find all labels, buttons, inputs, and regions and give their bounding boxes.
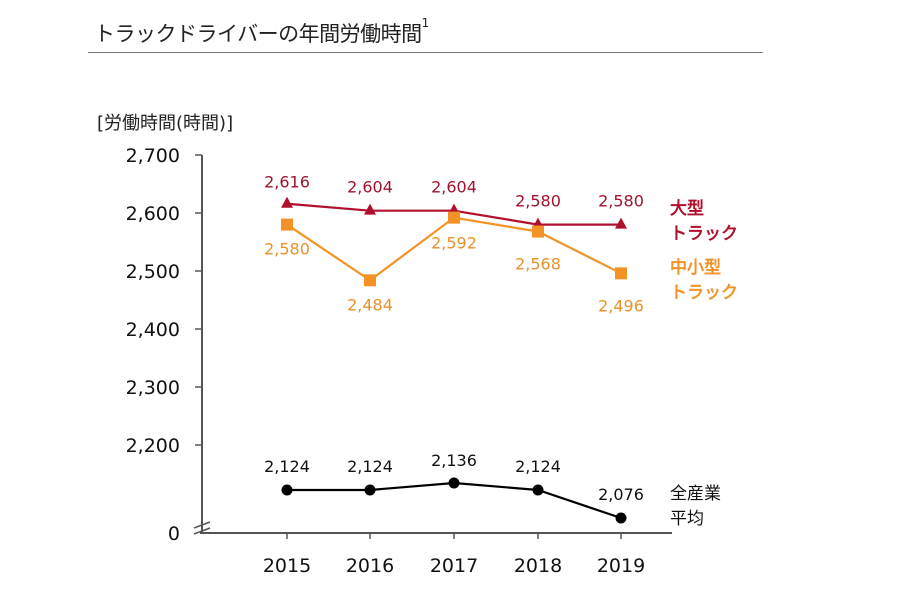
legend-label: トラック (670, 283, 738, 303)
data-label: 2,616 (264, 173, 310, 192)
data-point-square (448, 211, 460, 224)
series-layer: 2,616 2,604 2,604 2,580 2,580 2,580 2,484 2,592… (264, 173, 644, 524)
x-tick-label: 2018 (514, 555, 562, 577)
data-label: 2,124 (264, 457, 310, 476)
data-point-circle (448, 477, 460, 489)
data-label: 2,136 (431, 451, 477, 470)
legend-label: 中小型 (670, 257, 721, 278)
legend-label: 大型 (670, 198, 704, 219)
y-axis-unit-label: [労働時間(時間)] (97, 113, 233, 134)
data-label: 2,124 (347, 457, 393, 476)
y-tick-label: 2,600 (126, 203, 180, 225)
data-label: 2,124 (515, 457, 561, 476)
y-tick-label: 2,700 (126, 145, 180, 167)
data-point-square (615, 267, 627, 280)
data-point-square (364, 274, 376, 287)
data-point-circle (532, 484, 544, 496)
y-tick-label: 2,200 (126, 435, 180, 457)
series-small-truck: 2,580 2,484 2,592 2,568 2,496 (264, 211, 644, 315)
data-label: 2,580 (264, 240, 310, 259)
data-label: 2,496 (598, 296, 644, 315)
data-label: 2,604 (431, 178, 477, 197)
data-label: 2,604 (347, 178, 393, 197)
data-label: 2,484 (347, 295, 393, 314)
data-point-triangle (364, 203, 376, 215)
title-divider (88, 52, 763, 53)
y-tick-label: 2,400 (126, 319, 180, 341)
data-point-triangle (615, 217, 627, 229)
series-large-truck: 2,616 2,604 2,604 2,580 2,580 (264, 173, 644, 229)
axis-break-mark (193, 521, 211, 529)
data-label: 2,580 (515, 192, 561, 211)
axes: 2,700 2,600 2,500 2,400 2,300 2,200 0 2015 2016 2… (126, 145, 672, 577)
data-point-circle (364, 484, 376, 496)
data-point-square (281, 218, 293, 231)
x-tick-label: 2019 (597, 555, 645, 577)
data-label: 2,580 (598, 192, 644, 211)
data-point-circle (615, 512, 627, 524)
y-tick-label: 0 (168, 523, 180, 545)
data-label: 2,076 (598, 485, 644, 504)
axis-break-mark (193, 527, 211, 535)
legend-label: 平均 (670, 509, 704, 529)
data-point-circle (281, 484, 293, 496)
legend-label: トラック (670, 224, 738, 244)
chart-title-text: トラックドライバーの年間労働時間 (94, 22, 422, 46)
x-tick-label: 2016 (346, 555, 394, 577)
series-all-industry: 2,124 2,124 2,136 2,124 2,076 (264, 451, 644, 524)
y-tick-label: 2,300 (126, 377, 180, 399)
data-label: 2,568 (515, 255, 561, 274)
y-tick-label: 2,500 (126, 261, 180, 283)
x-tick-label: 2017 (430, 555, 478, 577)
data-label: 2,592 (431, 234, 477, 253)
footnote-mark: 1 (421, 16, 430, 30)
data-point-triangle (281, 196, 293, 208)
x-tick-label: 2015 (263, 555, 311, 577)
chart-title: トラックドライバーの年間労働時間1 (94, 16, 430, 48)
legend-label: 全産業 (670, 484, 721, 504)
data-point-square (532, 225, 544, 238)
